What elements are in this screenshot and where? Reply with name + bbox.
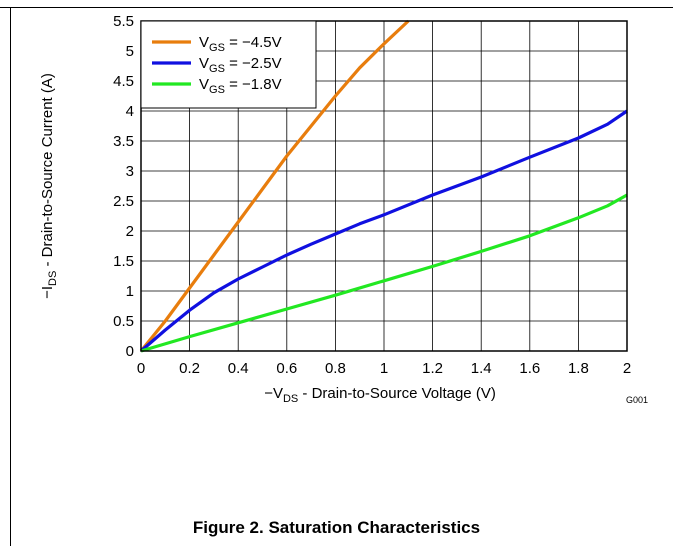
- y-tick-labels: 0 0.5 1 1.5 2 2.5 3 3.5 4 4.5 5 5.5: [113, 13, 134, 360]
- x-tick-label: 1: [380, 360, 388, 377]
- page-frame-left-rule: [10, 7, 11, 546]
- series-line-1: [139, 19, 410, 353]
- series-line-3: [140, 193, 628, 353]
- plot-border: [140, 20, 628, 352]
- figure-caption: Figure 2. Saturation Characteristics: [192, 518, 481, 537]
- legend-label-2: VGS = −2.5V: [199, 55, 282, 75]
- page-frame-top-rule: [0, 7, 673, 8]
- series-lines: [139, 19, 628, 353]
- y-tick-label: 0: [126, 343, 134, 360]
- x-tick-label: 1.8: [568, 360, 589, 377]
- y-tick-label: 3: [126, 163, 134, 180]
- y-tick-label: 3.5: [113, 133, 134, 150]
- y-tick-label: 5: [126, 43, 134, 60]
- y-tick-label: 4: [126, 103, 134, 120]
- y-tick-label: 4.5: [113, 73, 134, 90]
- x-tick-label: 1.4: [471, 360, 492, 377]
- y-tick-label: 1.5: [113, 253, 134, 270]
- legend-label-3: VGS = −1.8V: [199, 76, 282, 96]
- y-tick-label: 2: [126, 223, 134, 240]
- y-tick-label: 5.5: [113, 13, 134, 30]
- x-tick-label: 1.6: [519, 360, 540, 377]
- saturation-chart: 0 0.2 0.4 0.6 0.8 1 1.2 1.4 1.6 1.8 2 0 0.5 1 1.5 2 2.5…: [39, 13, 648, 405]
- y-tick-label: 0.5: [113, 313, 134, 330]
- figure-code: G001: [626, 395, 648, 405]
- y-tick-label: 2.5: [113, 193, 134, 210]
- x-tick-label: 0: [137, 360, 145, 377]
- x-tick-label: 1.2: [422, 360, 443, 377]
- x-axis-label: −VDS - Drain-to-Source Voltage (V): [264, 385, 496, 405]
- y-tick-label: 1: [126, 283, 134, 300]
- x-tick-labels: 0 0.2 0.4 0.6 0.8 1 1.2 1.4 1.6 1.8 2: [137, 360, 631, 377]
- legend-label-1: VGS = −4.5V: [199, 34, 282, 54]
- x-tick-label: 0.2: [179, 360, 200, 377]
- x-tick-label: 2: [623, 360, 631, 377]
- x-tick-label: 0.4: [228, 360, 249, 377]
- series-line-2: [139, 109, 628, 353]
- x-tick-label: 0.8: [325, 360, 346, 377]
- y-axis-label: −IDS - Drain-to-Source Current (A): [39, 73, 59, 299]
- x-tick-label: 0.6: [276, 360, 297, 377]
